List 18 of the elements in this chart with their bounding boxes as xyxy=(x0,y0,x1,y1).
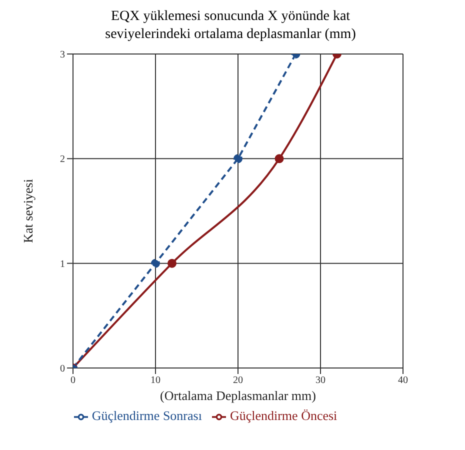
x-tick-label: 10 xyxy=(150,375,160,386)
y-axis-title: Kat seviyesi xyxy=(20,178,36,243)
point xyxy=(168,258,176,268)
x-tick-label: 20 xyxy=(233,375,243,386)
x-tick-label: 30 xyxy=(316,375,326,386)
y-tick-label: 0 xyxy=(60,364,65,375)
y-tick-label: 2 xyxy=(60,154,65,166)
chart-title: EQX yüklemesi sonucunda X yönünde kat seviyelerindeki ortalama deplasmanlar (mm) xyxy=(104,8,357,44)
point xyxy=(274,154,284,164)
x-tick-label: 40 xyxy=(398,375,408,386)
x-tick-label: 0 xyxy=(70,375,76,386)
point xyxy=(234,154,242,164)
y-tick-label: 1 xyxy=(60,258,65,270)
point xyxy=(151,258,160,268)
y-tick-label: 3 xyxy=(60,50,65,61)
x-axis-title: (Ortalama Deplasmanlar mm) xyxy=(160,388,316,403)
legend-label: Güçlendirme Sonrası xyxy=(92,408,202,423)
legend-label: Güçlendirme Öncesi xyxy=(230,408,338,423)
